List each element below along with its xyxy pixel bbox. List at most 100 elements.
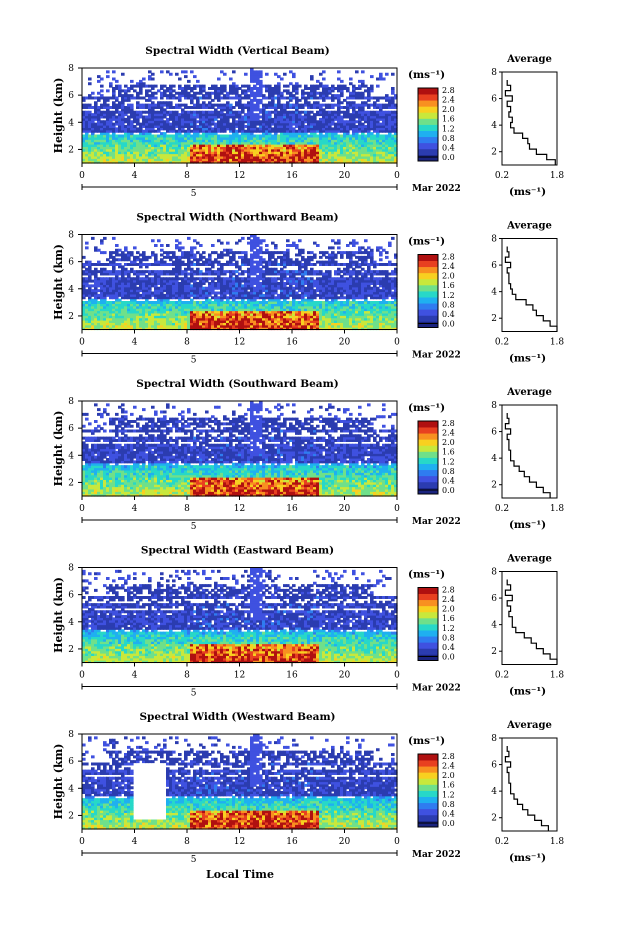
colorbar-tick-label: 2.0 (442, 272, 455, 281)
colorbar-tick-label: 0.4 (442, 643, 455, 652)
average-x-tick-label: 0.2 (495, 171, 509, 181)
colorbar-swatch (418, 784, 438, 790)
x-tick-label: 0 (79, 171, 85, 181)
colorbar-swatch (418, 321, 438, 327)
x-tick-label: 16 (286, 671, 298, 681)
colorbar-tick-label: 0.8 (442, 800, 455, 809)
colorbar-swatch (418, 433, 438, 439)
average-x-tick-label: 1.8 (550, 837, 565, 847)
colorbar-swatch (418, 464, 438, 470)
colorbar-swatch (418, 630, 438, 636)
average-y-tick-label: 8 (491, 401, 497, 411)
y-tick-label: 6 (68, 424, 74, 434)
x-tick-label: 4 (132, 504, 138, 514)
heatmap-cells (82, 401, 398, 497)
average-profile-line (505, 247, 557, 332)
colorbar-swatch (418, 624, 438, 630)
colorbar-swatch (418, 815, 438, 821)
panel-title: Spectral Width (Southward Beam) (136, 378, 338, 390)
average-y-tick-label: 8 (491, 235, 497, 245)
colorbar-swatch (418, 648, 438, 654)
date-label: Mar 2022 (412, 850, 461, 860)
colorbar-swatch (418, 642, 438, 648)
colorbar-tick-label: 0.0 (442, 653, 455, 662)
colorbar-tick-label: 1.6 (442, 115, 455, 124)
y-tick-label: 6 (68, 757, 74, 767)
colorbar-tick-label: 1.6 (442, 614, 455, 623)
colorbar-tick-label: 0.4 (442, 310, 455, 319)
panel-5: Spectral Width (Westward Beam)2468Height… (52, 711, 564, 865)
colorbar-unit: (ms⁻¹) (408, 69, 445, 81)
date-label: Mar 2022 (412, 517, 461, 527)
colorbar-swatch (418, 470, 438, 476)
average-y-tick-label: 6 (491, 261, 497, 271)
x-tick-label: 12 (234, 504, 245, 514)
colorbar-swatch (418, 149, 438, 155)
average-profile-line (505, 413, 550, 498)
x-tick-label: 0 (394, 171, 400, 181)
day-label: 5 (191, 189, 197, 199)
average-x-tick-label: 0.2 (495, 671, 509, 681)
heatmap-cells (82, 568, 398, 664)
colorbar-swatch (418, 797, 438, 803)
y-tick-label: 6 (68, 91, 74, 101)
y-tick-label: 6 (68, 258, 74, 268)
average-y-tick-label: 4 (491, 288, 497, 298)
average-y-tick-label: 6 (491, 761, 497, 771)
average-y-tick-label: 4 (491, 454, 497, 464)
colorbar-tick-label: 2.4 (442, 595, 455, 604)
average-title: Average (506, 387, 552, 398)
colorbar-swatch (418, 143, 438, 149)
x-tick-label: 0 (79, 837, 85, 847)
average-y-tick-label: 2 (491, 647, 497, 657)
y-tick-label: 4 (68, 118, 74, 128)
colorbar-tick-label: 2.4 (442, 96, 455, 105)
panel-1: Spectral Width (Vertical Beam)2468Height… (52, 45, 564, 199)
colorbar-tick-label: 2.0 (442, 105, 455, 114)
colorbar-unit: (ms⁻¹) (408, 236, 445, 248)
colorbar-swatch (418, 791, 438, 797)
heatmap-cells (82, 734, 398, 830)
colorbar-swatch (418, 315, 438, 321)
y-tick-label: 4 (68, 618, 74, 628)
average-y-tick-label: 8 (491, 568, 497, 578)
x-tick-label: 16 (286, 171, 298, 181)
colorbar-tick-label: 1.6 (442, 281, 455, 290)
colorbar-tick-label: 0.8 (442, 300, 455, 309)
x-tick-label: 12 (234, 338, 245, 348)
y-axis-label: Height (km) (52, 244, 65, 320)
colorbar-swatch (418, 778, 438, 784)
x-tick-label: 20 (339, 504, 351, 514)
colorbar-tick-label: 0.0 (442, 486, 455, 495)
colorbar-swatch (418, 754, 438, 760)
local-time-axis-title: Local Time (206, 868, 274, 881)
date-label: Mar 2022 (412, 351, 461, 361)
panels: Spectral Width (Vertical Beam)2468Height… (52, 45, 564, 865)
y-tick-label: 2 (68, 312, 74, 322)
average-x-label: (ms⁻¹) (509, 353, 546, 365)
panel-4: Spectral Width (Eastward Beam)2468Height… (52, 545, 564, 699)
x-tick-label: 20 (339, 837, 351, 847)
average-y-tick-label: 6 (491, 428, 497, 438)
colorbar-swatch (418, 100, 438, 106)
x-tick-label: 20 (339, 671, 351, 681)
x-tick-label: 20 (339, 171, 351, 181)
colorbar-tick-label: 0.8 (442, 467, 455, 476)
colorbar-swatch (418, 654, 438, 660)
colorbar-tick-label: 0.8 (442, 134, 455, 143)
x-tick-label: 0 (79, 504, 85, 514)
colorbar-swatch (418, 309, 438, 315)
colorbar-tick-label: 2.4 (442, 762, 455, 771)
x-tick-label: 0 (394, 837, 400, 847)
y-tick-label: 2 (68, 645, 74, 655)
x-tick-label: 8 (184, 837, 190, 847)
colorbar-swatch (418, 588, 438, 594)
y-tick-label: 2 (68, 811, 74, 821)
colorbar-swatch (418, 291, 438, 297)
colorbar-swatch (418, 482, 438, 488)
heatmap-cells (82, 235, 398, 331)
colorbar-tick-label: 2.8 (442, 253, 455, 262)
x-tick-label: 8 (184, 504, 190, 514)
average-y-tick-label: 4 (491, 787, 497, 797)
x-tick-label: 8 (184, 671, 190, 681)
